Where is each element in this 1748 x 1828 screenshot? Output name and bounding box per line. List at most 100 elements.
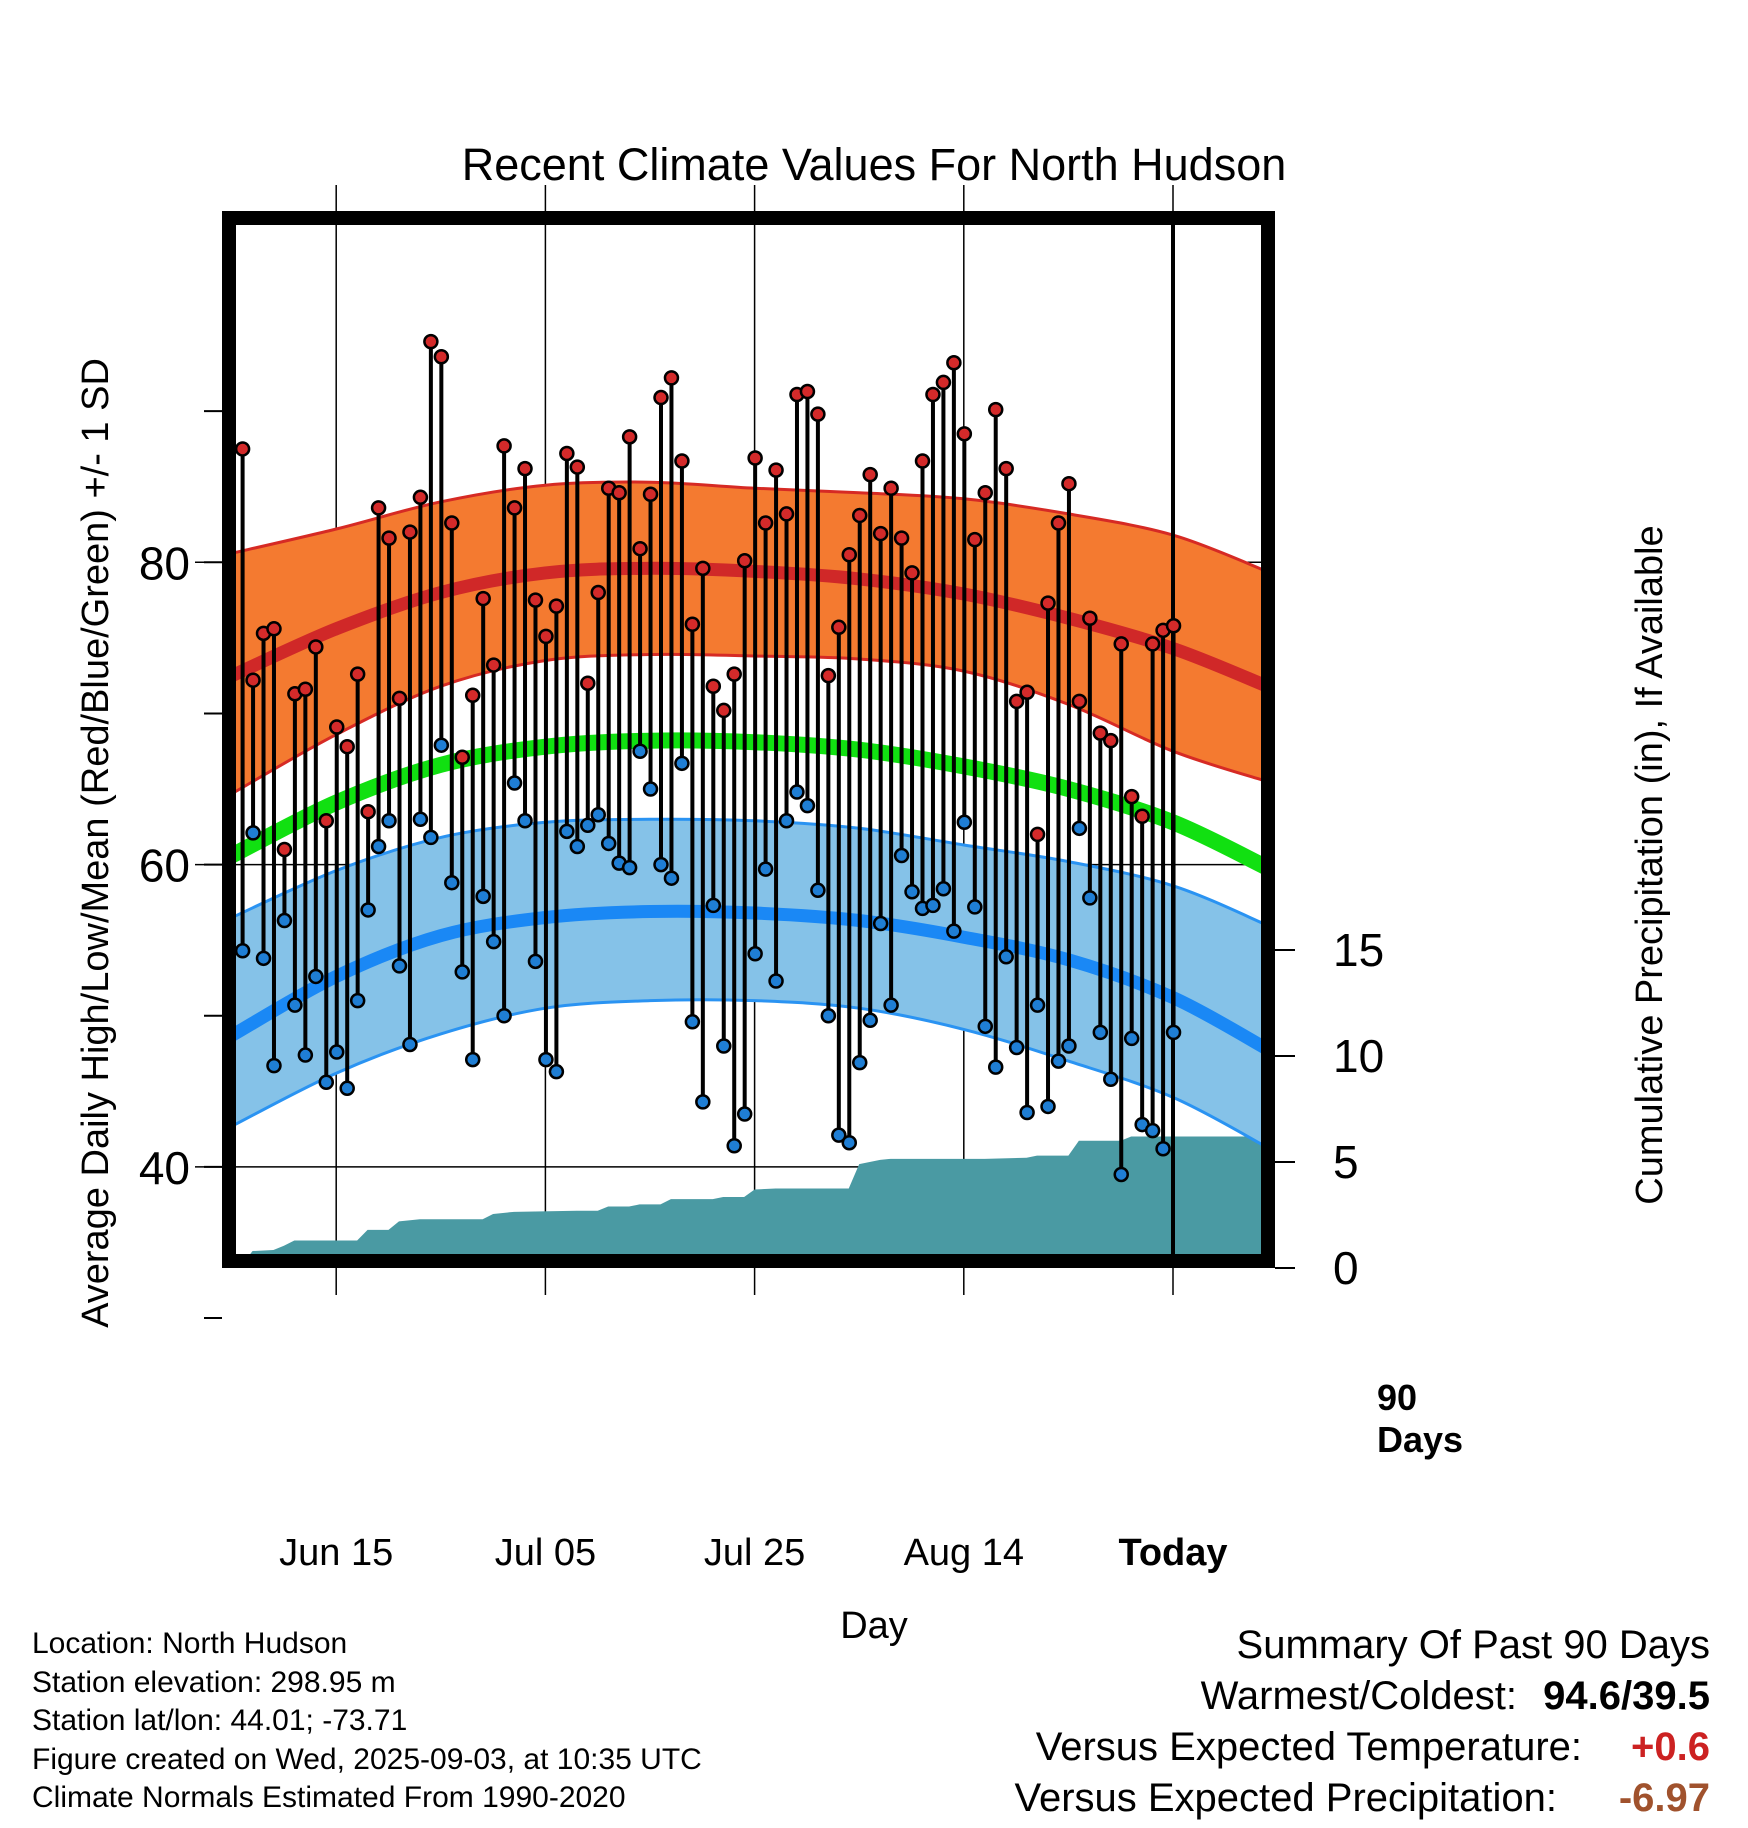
low-point: [1092, 1024, 1109, 1041]
plot-frame: [222, 211, 1275, 1268]
low-point: [1008, 1039, 1025, 1056]
low-point: [475, 888, 491, 905]
low-point: [621, 859, 638, 876]
low-point: [255, 950, 272, 967]
low-point: [851, 1054, 868, 1071]
high-point: [757, 515, 774, 531]
low-point: [757, 861, 774, 877]
low-point: [768, 973, 784, 989]
high-point: [1082, 610, 1098, 626]
high-point: [444, 515, 460, 531]
high-point: [1019, 684, 1035, 701]
high-point: [360, 803, 376, 820]
low-point: [402, 1036, 418, 1053]
low-point: [820, 1008, 837, 1024]
low-point: [946, 923, 962, 939]
low-point: [600, 835, 617, 852]
low-point: [1019, 1104, 1035, 1121]
y-tick-label-40: 40: [139, 1142, 190, 1194]
x-tick-label-today: Today: [1118, 1532, 1227, 1574]
high-point: [736, 553, 753, 569]
low-point: [642, 781, 659, 797]
low-point: [663, 870, 680, 886]
high-point: [799, 383, 816, 400]
high-point: [349, 666, 366, 682]
high-point: [611, 485, 627, 501]
low-point: [872, 915, 889, 932]
low-point: [423, 829, 439, 846]
low-point: [349, 992, 366, 1009]
high-point: [423, 333, 439, 350]
high-point: [245, 672, 261, 688]
low-point: [381, 813, 397, 829]
location-text: Location: North Hudson: [32, 1627, 348, 1660]
high-point: [642, 486, 659, 503]
low-point: [674, 755, 690, 772]
low-point: [1082, 890, 1098, 906]
low-point: [569, 838, 586, 855]
high-point: [998, 460, 1014, 477]
high-point: [590, 584, 606, 601]
normals-text: Climate Normals Estimated From 1990-2020: [32, 1781, 626, 1814]
high-point: [925, 386, 941, 403]
high-point: [517, 460, 533, 477]
low-point: [517, 813, 533, 829]
low-point: [559, 823, 575, 840]
temp-anomaly-label: Versus Expected Temperature:: [1035, 1725, 1582, 1769]
y2-axis-label: Cumulative Precipitation (in), If Availa…: [1629, 525, 1671, 1204]
low-point: [287, 997, 303, 1013]
high-point: [370, 500, 387, 516]
high-point: [297, 681, 314, 698]
high-point: [391, 690, 408, 707]
high-point: [506, 500, 523, 516]
low-point: [464, 1051, 481, 1068]
high-point: [433, 348, 450, 365]
low-point: [684, 1014, 701, 1030]
high-point: [1008, 693, 1025, 710]
high-point: [318, 813, 335, 829]
high-point: [987, 401, 1004, 418]
high-point: [778, 506, 795, 522]
low-point: [1155, 1141, 1171, 1157]
low-point: [1123, 1030, 1140, 1047]
low-point: [318, 1074, 335, 1091]
low-point: [433, 737, 450, 753]
high-point: [1061, 475, 1077, 492]
high-point: [621, 429, 638, 445]
high-point: [726, 666, 742, 682]
temp-anomaly-value: +0.6: [1631, 1725, 1710, 1769]
low-point: [538, 1051, 554, 1068]
low-point: [904, 884, 920, 900]
high-point: [412, 489, 429, 506]
low-point: [590, 806, 606, 823]
low-point: [1113, 1166, 1129, 1183]
low-point: [831, 1127, 847, 1143]
high-point: [1040, 595, 1056, 611]
high-point: [810, 406, 826, 422]
today-annotation-line2: Days: [1377, 1419, 1463, 1460]
low-point: [987, 1059, 1004, 1075]
low-point: [391, 958, 408, 974]
precipitation-area: [231, 1136, 1268, 1268]
low-point: [956, 814, 973, 831]
low-point: [1029, 997, 1046, 1013]
high-point: [1050, 515, 1067, 531]
high-point: [967, 531, 983, 548]
low-point: [496, 1008, 512, 1024]
low-point: [653, 856, 669, 873]
low-point: [580, 817, 596, 834]
high-point: [328, 719, 345, 735]
high-band: [232, 481, 1267, 794]
low-point: [893, 847, 910, 864]
low-point: [935, 881, 952, 897]
low-point: [799, 797, 816, 814]
high-point: [663, 370, 680, 386]
high-point: [559, 445, 575, 462]
high-point: [893, 530, 910, 546]
high-point: [548, 598, 565, 614]
warmest-coldest-row: Warmest/Coldest: 94.6/39.5: [1014, 1671, 1710, 1722]
precip-anomaly-label: Versus Expected Precipitation:: [1014, 1776, 1557, 1820]
high-point: [768, 462, 784, 478]
high-point: [1029, 826, 1046, 843]
high-point: [841, 546, 858, 563]
